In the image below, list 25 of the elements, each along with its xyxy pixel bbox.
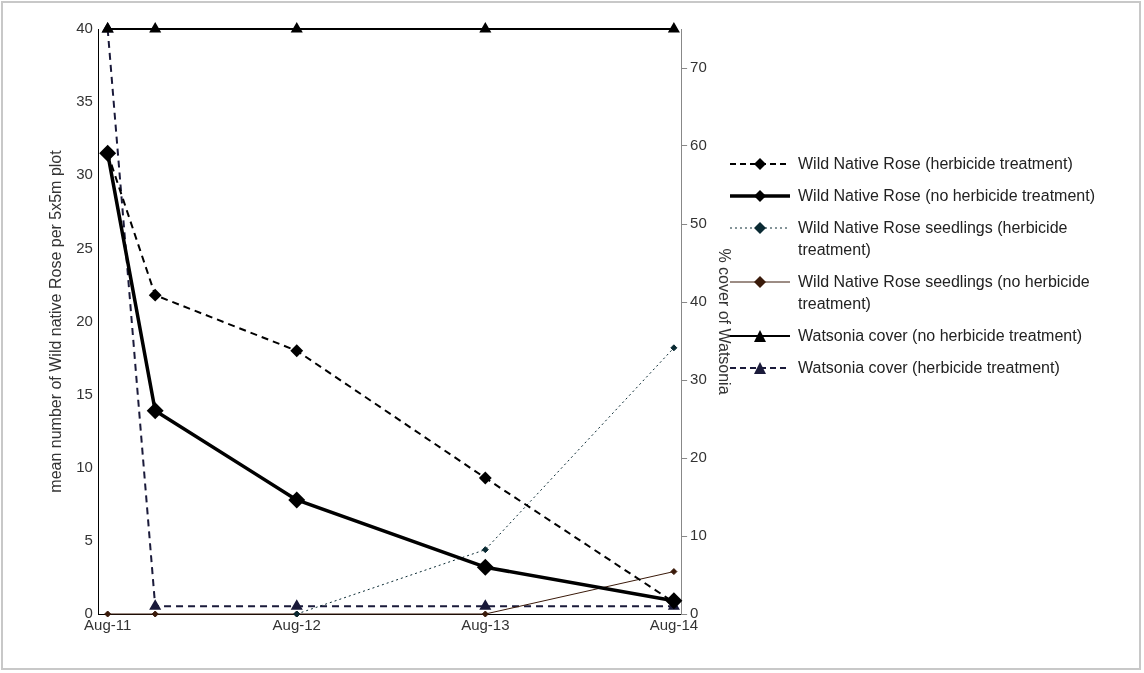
y2-tick-label: 70: [690, 58, 707, 76]
y2-tick-label: 20: [690, 448, 707, 466]
legend-label: Watsonia cover (no herbicide treatment): [798, 326, 1083, 346]
y2-tick-label: 40: [690, 292, 707, 310]
y-axis-title: mean number of Wild native Rose per 5x5m plot: [47, 149, 65, 493]
legend-label: Wild Native Rose seedlings (no herbicide treatment): [798, 272, 1091, 314]
y-tick-label: 40: [76, 19, 93, 37]
y2-tick-label: 60: [690, 136, 707, 154]
y-tick-label: 10: [76, 457, 93, 475]
x-tick-label: Aug-12: [272, 616, 321, 634]
legend-label: Wild Native Rose seedlings (herbicide treatment): [798, 218, 1069, 260]
y2-tick-label: 30: [690, 370, 707, 388]
legend-label: Watsonia cover (herbicide treatment): [798, 358, 1061, 378]
y2-axis-title: % cover of Watsonia: [715, 248, 733, 395]
legend-label: Wild Native Rose (no herbicide treatment): [798, 186, 1096, 206]
y-tick-label: 30: [76, 165, 93, 183]
y2-tick-label: 50: [690, 214, 707, 232]
y-tick-label: 20: [76, 311, 93, 329]
y-tick-label: 5: [84, 531, 93, 549]
y-tick-label: 15: [76, 384, 93, 402]
legend-label: Wild Native Rose (herbicide treatment): [798, 154, 1074, 174]
y-tick-label: 25: [76, 238, 93, 256]
y-tick-label: 35: [76, 92, 93, 110]
x-tick-label: Aug-13: [461, 616, 510, 634]
y2-tick-label: 10: [690, 526, 707, 544]
